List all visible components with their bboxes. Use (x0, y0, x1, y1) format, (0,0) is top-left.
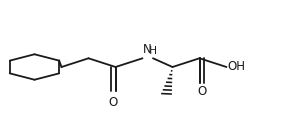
Text: O: O (109, 96, 118, 109)
Text: O: O (197, 85, 206, 98)
Text: N: N (143, 43, 152, 56)
Text: OH: OH (227, 60, 245, 73)
Text: H: H (146, 46, 157, 56)
